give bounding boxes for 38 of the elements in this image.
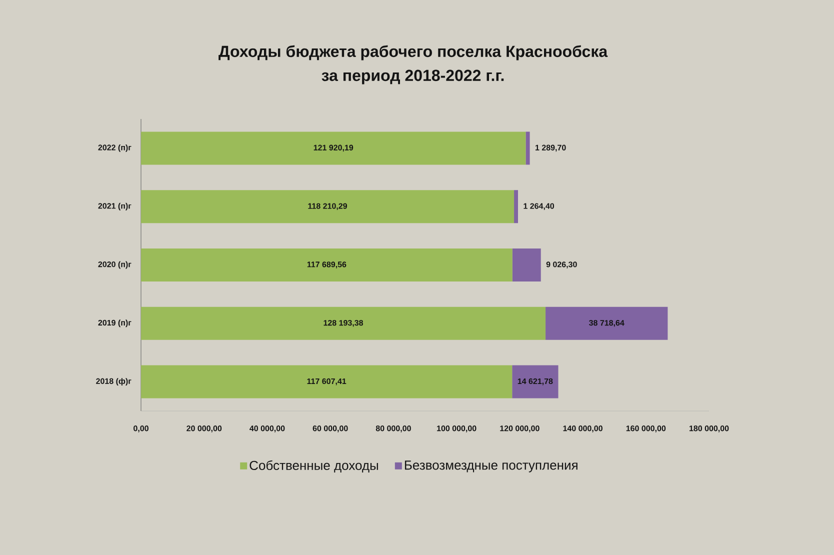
data-label: 38 718,64 [589,320,624,327]
y-tick-label: 2022 (п)г [98,144,132,152]
y-tick-label: 2020 (п)г [98,261,132,269]
x-tick-label: 80 000,00 [376,426,411,432]
y-tick-label: 2019 (п)г [98,320,132,328]
data-label: 14 621,78 [518,378,553,386]
data-label: 1 264,40 [524,203,554,210]
x-tick-label: 180 000,00 [689,426,729,432]
x-tick-label: 100 000,00 [437,426,476,432]
bar [141,190,514,224]
x-tick-label: 140 000,00 [563,426,602,432]
x-tick-label: 20 000,00 [186,426,222,432]
x-tick-label: 60 000,00 [312,426,348,432]
bar [141,306,546,340]
bar [512,248,541,282]
bar [514,190,518,224]
x-tick-label: 120 000,00 [500,426,540,432]
data-label: 121 920,19 [314,144,354,152]
y-tick-label: 2021 (п)г [98,202,132,210]
bar [141,132,526,165]
x-tick-label: 40 000,00 [250,426,285,432]
bar [512,365,558,398]
data-label: 118 210,29 [308,203,348,210]
x-tick-label: 0,00 [134,426,148,432]
data-label: 1 289,70 [536,144,566,152]
data-label: 9 026,30 [546,262,577,268]
legend-label: Безвозмездные поступления [404,460,578,472]
data-label: 128 193,38 [324,320,364,327]
data-label: 117 689,56 [307,262,346,268]
y-tick-label: 2018 (ф)г [96,378,132,386]
legend-label: Собственные доходы [250,460,378,472]
bar [141,365,512,398]
bar [526,132,530,165]
bar [546,306,668,340]
x-tick-label: 160 000,00 [626,426,666,432]
chart-title: Доходы бюджета рабочего поселка Краснообска за период 2018-2022 г.г. [218,45,608,84]
data-label: 117 607,41 [307,378,346,386]
bar [141,248,512,282]
